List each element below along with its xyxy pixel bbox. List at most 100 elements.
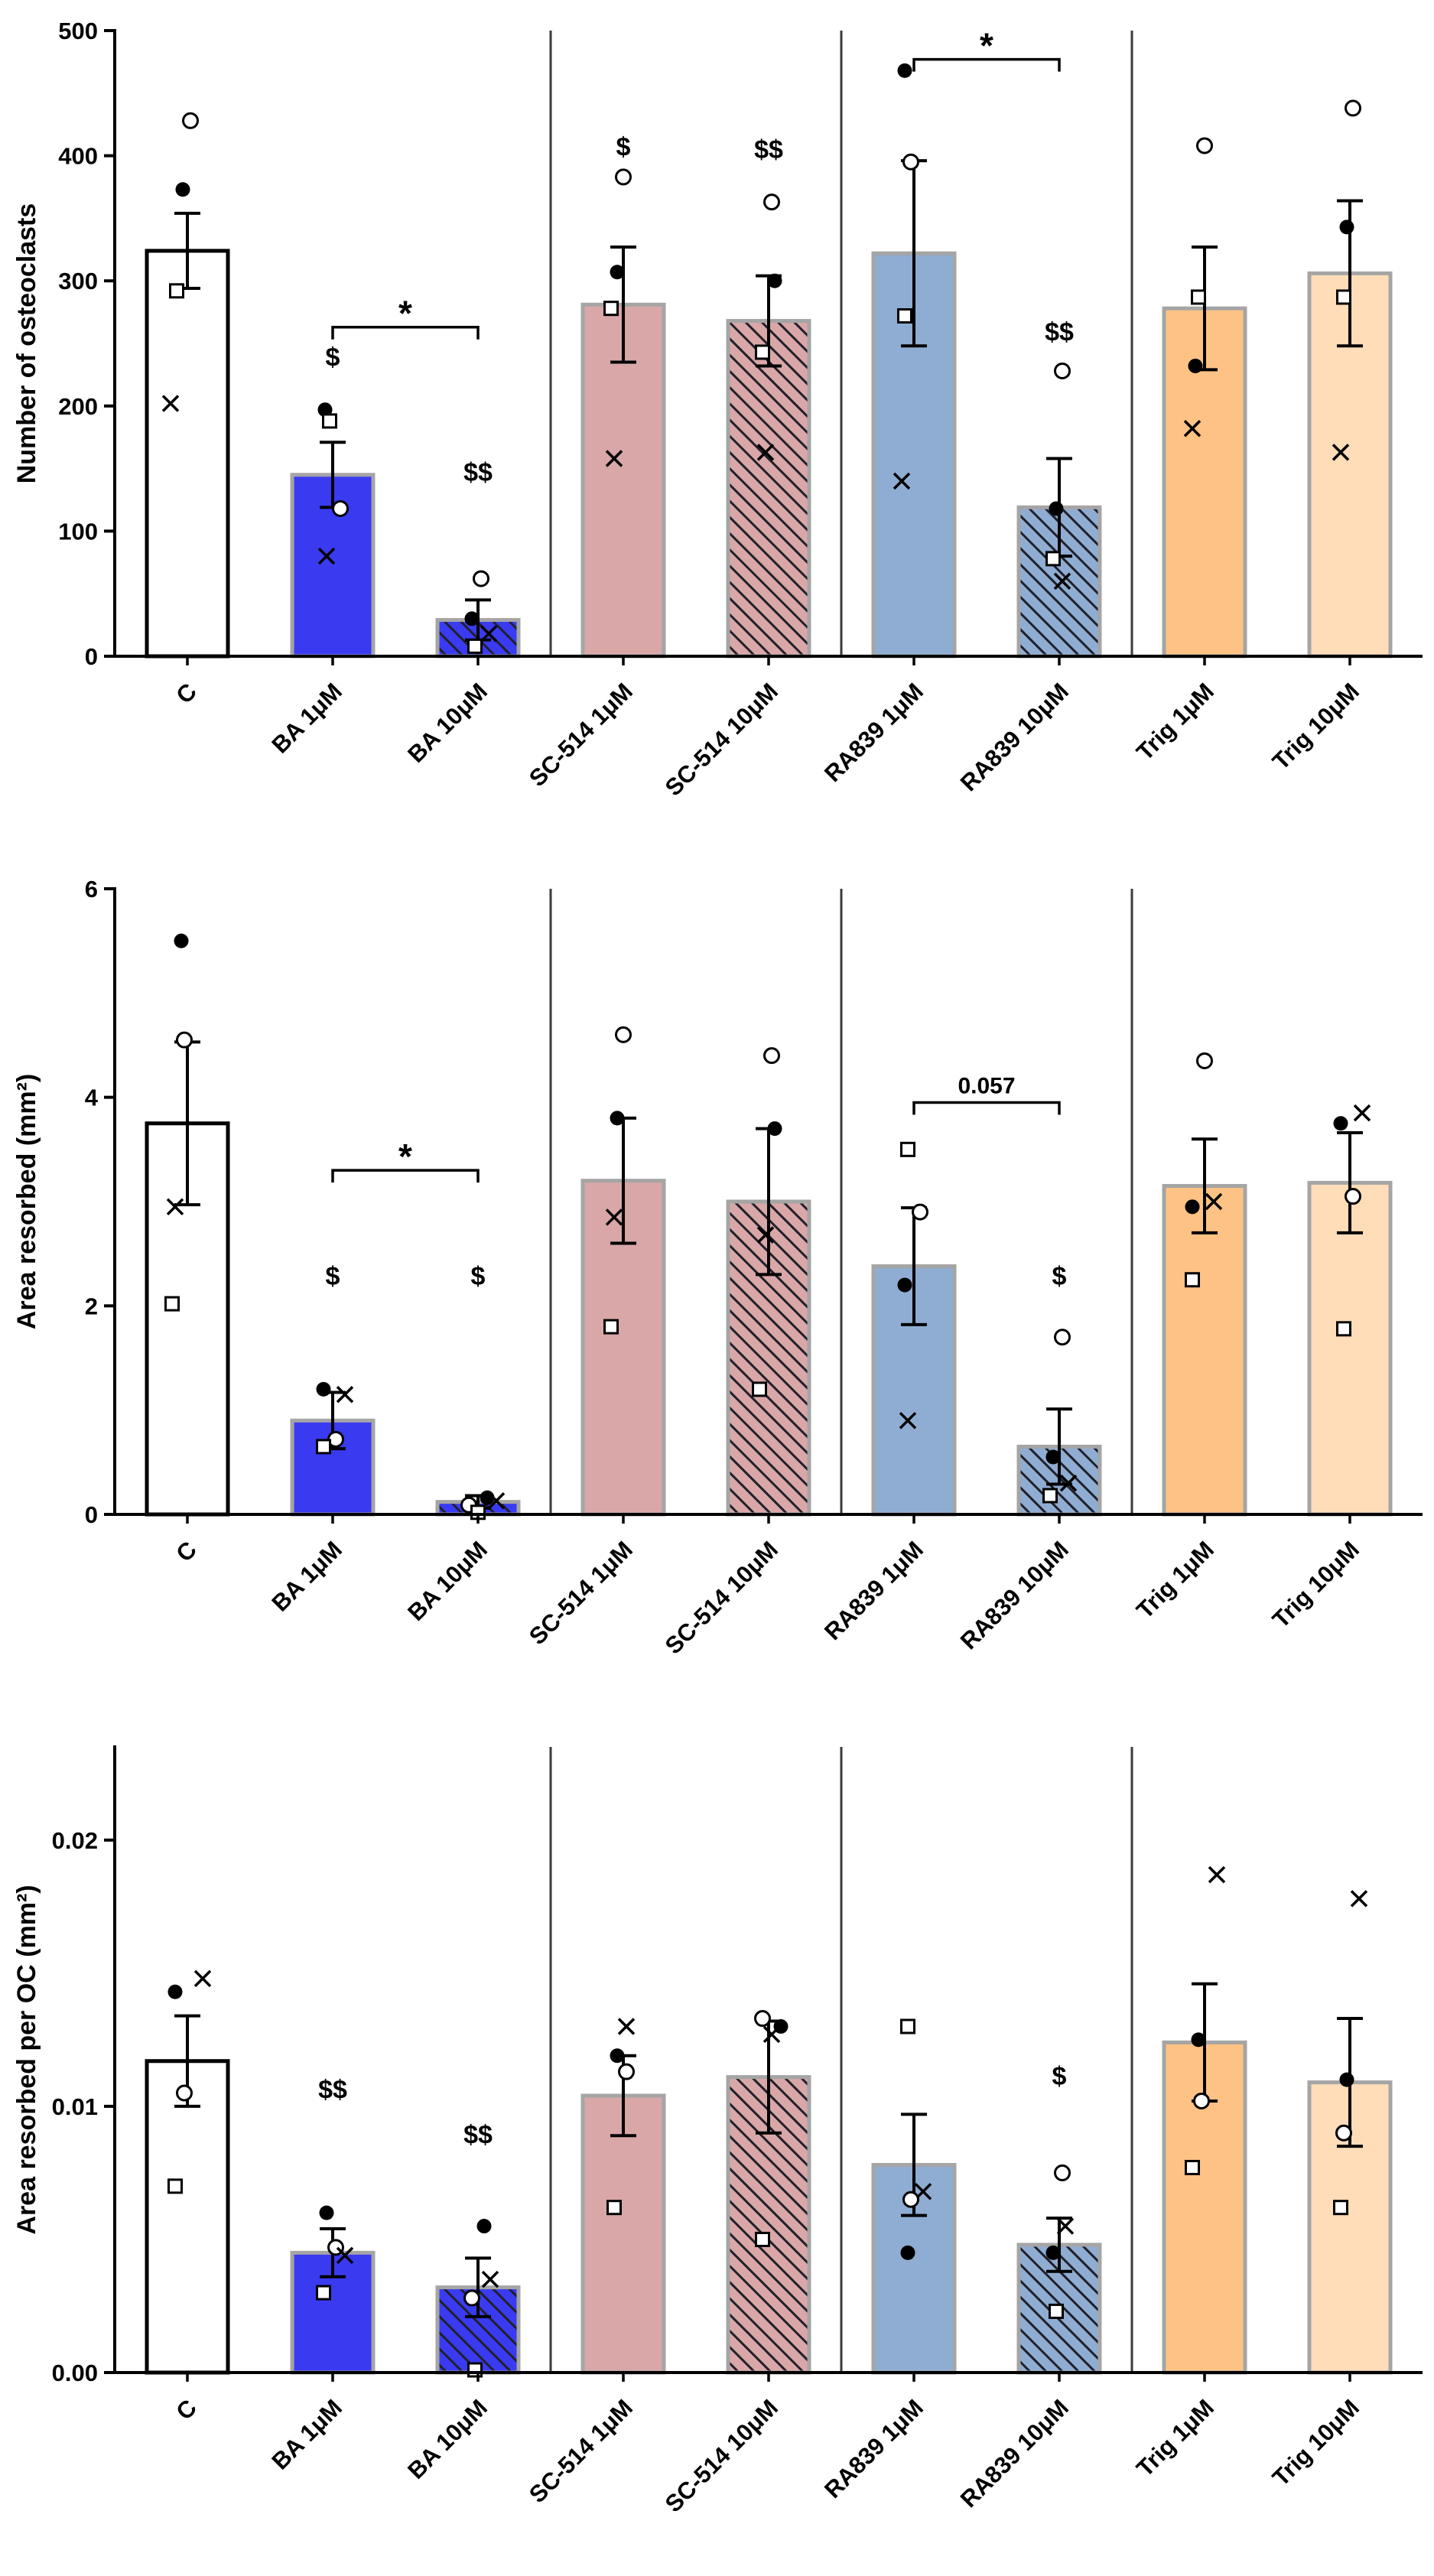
point-filled-circle: [610, 265, 625, 280]
x-category-label: RA839 10μM: [955, 2394, 1074, 2513]
point-filled-circle: [610, 2048, 625, 2064]
y-tick-label: 400: [58, 143, 98, 170]
point-x: [1205, 1192, 1223, 1211]
point-x: [1208, 1865, 1226, 1884]
x-category-label: SC-514 1μM: [524, 1536, 638, 1650]
point-open-square: [316, 1439, 331, 1455]
point-filled-circle: [316, 1381, 331, 1397]
point-filled-circle: [175, 182, 190, 197]
point-open-square: [606, 2200, 622, 2216]
point-open-circle: [332, 499, 349, 517]
x-category-label: RA839 10μM: [955, 678, 1074, 796]
point-filled-circle: [1191, 2032, 1206, 2047]
point-filled-circle: [897, 63, 912, 78]
point-filled-circle: [900, 2245, 915, 2260]
x-category-label: Trig 10μM: [1267, 678, 1364, 775]
point-x: [336, 1385, 354, 1403]
point-open-circle: [754, 2010, 771, 2028]
chart-area-resorbed: * 0.057 $ $ $0 2 4 6 C BA 1μM BA 10μM SC-514 1μM SC-…: [0, 858, 1434, 1716]
dollar-annotation: $: [1052, 2062, 1067, 2091]
x-category-label: C: [171, 678, 202, 709]
bar: [580, 2093, 666, 2375]
bracket-label: 0.057: [958, 1073, 1015, 1098]
bracket-label: *: [980, 26, 993, 66]
point-filled-circle: [610, 1111, 625, 1126]
x-category-label: Trig 1μM: [1131, 2394, 1219, 2482]
point-filled-circle: [1049, 501, 1064, 516]
point-x: [756, 1226, 775, 1244]
point-open-square: [316, 2285, 331, 2301]
point-open-circle: [1345, 99, 1361, 117]
point-x: [1053, 572, 1071, 590]
point-open-square: [164, 1296, 180, 1312]
y-tick-label: 4: [85, 1085, 99, 1111]
point-x: [893, 472, 911, 490]
bar: [1162, 1184, 1247, 1517]
point-open-circle: [1193, 2092, 1210, 2109]
point-open-square: [752, 1381, 767, 1397]
x-category-label: BA 10μM: [402, 678, 493, 768]
bracket-label: *: [398, 294, 412, 333]
point-open-circle: [473, 570, 489, 587]
dollar-annotation: $: [326, 1262, 340, 1291]
x-category-label: Trig 1μM: [1131, 1536, 1219, 1624]
x-category-label: C: [171, 2394, 202, 2425]
point-open-square: [1185, 2159, 1200, 2175]
dollar-annotation: $$: [463, 458, 493, 487]
y-tick-label: 200: [58, 393, 98, 420]
point-open-circle: [763, 194, 780, 211]
point-filled-circle: [1339, 2072, 1354, 2087]
point-open-circle: [176, 2084, 193, 2102]
dollar-annotation: $: [471, 1262, 486, 1291]
point-open-circle: [1196, 137, 1213, 154]
y-tick-label: 6: [85, 876, 98, 903]
point-filled-circle: [1185, 1199, 1200, 1215]
point-open-circle: [1335, 2124, 1352, 2142]
point-x: [763, 2025, 781, 2044]
point-open-circle: [1054, 362, 1071, 379]
point-open-square: [1049, 2303, 1064, 2319]
point-open-circle: [902, 153, 919, 171]
dollar-annotation: $: [1052, 1262, 1067, 1291]
point-x: [605, 450, 623, 467]
x-category-label: BA 10μM: [402, 1536, 493, 1626]
point-open-square: [900, 1141, 915, 1157]
point-open-square: [1042, 1488, 1058, 1504]
point-open-square: [1336, 289, 1351, 305]
point-open-square: [603, 301, 619, 317]
point-open-square: [1333, 2200, 1348, 2216]
y-tick-label: 0: [85, 1501, 98, 1528]
chart-area-resorbed-per-oc-svg: $$$$$0.000.010.02C BA 1μM BA 10μM SC-514 1μ…: [0, 1716, 1434, 2576]
x-category-label: SC-514 10μM: [660, 2394, 783, 2517]
point-open-square: [755, 2231, 770, 2247]
point-open-circle: [763, 1047, 780, 1065]
point-x: [1353, 1104, 1371, 1122]
point-x: [605, 1208, 623, 1226]
point-filled-circle: [767, 1121, 782, 1137]
dollar-annotation: $$: [463, 2121, 493, 2150]
point-open-square: [467, 638, 483, 654]
point-x: [336, 2246, 354, 2265]
point-filled-circle: [1188, 358, 1203, 373]
bar: [1307, 1180, 1393, 1517]
x-category-label: RA839 10μM: [955, 1536, 1074, 1654]
point-open-square: [1191, 289, 1206, 305]
point-open-square: [603, 1319, 619, 1335]
dollar-annotation: $$: [754, 135, 783, 164]
x-category-label: SC-514 10μM: [660, 1536, 783, 1659]
point-open-circle: [1054, 2164, 1071, 2181]
significance-bracket: [331, 325, 480, 340]
point-x: [617, 2018, 636, 2035]
significance-bracket: [331, 1169, 480, 1183]
x-category-label: RA839 1μM: [819, 678, 928, 787]
dollar-annotation: $$: [1045, 318, 1074, 347]
x-category-label: BA 1μM: [266, 1536, 347, 1617]
point-x: [1056, 2217, 1075, 2235]
significance-bracket: [912, 1101, 1061, 1115]
point-filled-circle: [1045, 1449, 1061, 1465]
x-category-label: C: [171, 1536, 202, 1567]
point-open-circle: [463, 2289, 480, 2307]
point-filled-circle: [767, 273, 782, 288]
